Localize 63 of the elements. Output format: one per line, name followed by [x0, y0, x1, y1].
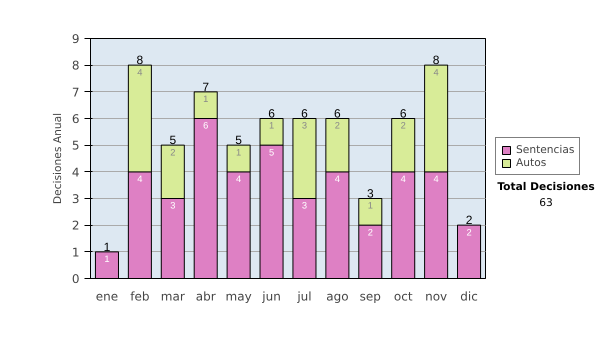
total-label: 7 [202, 80, 210, 94]
total-label: 6 [268, 106, 276, 120]
y-tick-label: 2 [72, 218, 80, 233]
x-tick-label: feb [130, 290, 150, 304]
x-tick-label: may [226, 290, 252, 304]
data-label: 4 [434, 67, 439, 78]
x-tick-label: abr [196, 290, 216, 304]
text: 63 [539, 196, 553, 209]
data-label: 4 [236, 174, 242, 184]
y-tick-label: 8 [72, 58, 80, 73]
x-tick-label: jun [261, 290, 281, 304]
x-tick-label: nov [425, 290, 448, 304]
text: Total Decisiones [497, 180, 595, 193]
total-label: 6 [334, 106, 342, 120]
data-label: 4 [434, 174, 439, 184]
y-tick-label: 7 [72, 85, 80, 100]
data-label: 2 [466, 227, 472, 238]
x-tick-label: sep [360, 290, 381, 304]
y-tick-label: 6 [72, 112, 80, 126]
data-label: 4 [400, 174, 406, 184]
x-tick-label: dic [460, 290, 478, 304]
y-tick-label: 4 [72, 165, 80, 180]
data-label: 1 [268, 120, 274, 131]
y-axis-title: Decisiones Anual [50, 112, 64, 204]
x-tick-label: mar [160, 290, 185, 304]
bar [457, 224, 482, 278]
y-tick-label: 3 [72, 192, 80, 206]
total-label: 6 [400, 106, 407, 120]
total-label: 2 [466, 213, 473, 228]
data-label: 2 [400, 120, 406, 131]
data-label: 6 [203, 120, 208, 131]
y-tick-label: 0 [72, 272, 80, 286]
data-label: 1 [104, 254, 110, 264]
data-label: 3 [170, 200, 176, 211]
legend-label: Sentencias [516, 143, 574, 156]
legend-label: Autos [516, 156, 546, 169]
x-tick-label: ago [326, 290, 349, 304]
y-tick-label: 5 [72, 138, 80, 153]
data-label: 1 [368, 200, 373, 211]
data-label: 4 [334, 174, 340, 184]
data-label: 1 [236, 147, 242, 158]
total-label: 5 [235, 133, 242, 148]
total-label: 3 [366, 186, 374, 200]
x-tick-label: ene [96, 290, 118, 304]
data-label: 2 [334, 120, 340, 131]
data-label: 3 [302, 120, 308, 131]
y-tick-label: 9 [72, 32, 80, 46]
data-label: 5 [268, 147, 274, 158]
data-label: 2 [170, 147, 176, 158]
total-label: 8 [432, 53, 440, 68]
x-tick-label: oct [394, 290, 413, 304]
data-label: 3 [302, 200, 308, 211]
data-label: 4 [137, 67, 142, 78]
total-label: 5 [169, 133, 176, 148]
data-label: 2 [368, 227, 373, 238]
data-label: 4 [137, 174, 142, 184]
y-tick-label: 1 [72, 245, 80, 260]
data-label: 1 [203, 94, 208, 104]
total-label: 6 [301, 106, 308, 120]
total-label: 8 [136, 53, 144, 68]
x-tick-label: jul [296, 290, 312, 304]
total-label: 1 [104, 240, 111, 254]
bar [94, 251, 119, 278]
